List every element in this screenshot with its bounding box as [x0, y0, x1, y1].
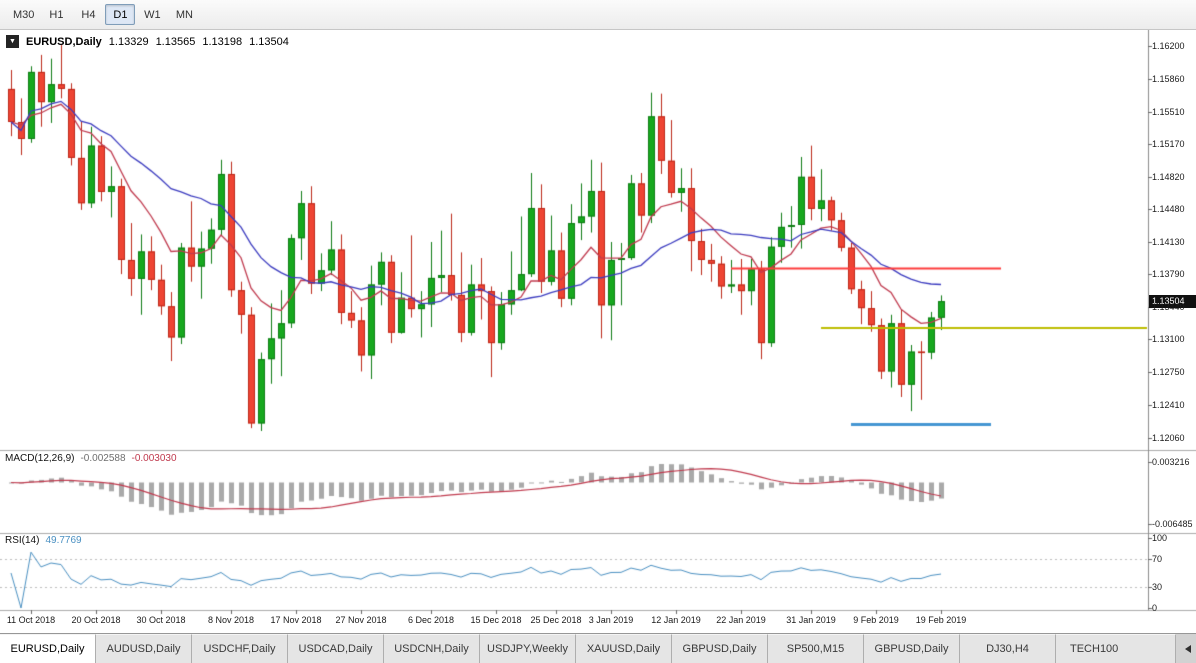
- chart-open-value: 1.13329: [108, 35, 149, 48]
- tab-usdcnh-daily-4[interactable]: USDCNH,Daily: [384, 634, 480, 663]
- chart-close-value: 1.13504: [249, 35, 289, 48]
- tab-gbpusd-daily-9[interactable]: GBPUSD,Daily: [864, 634, 960, 663]
- tab-audusd-daily-1[interactable]: AUDUSD,Daily: [96, 634, 192, 663]
- tab-eurusd-daily-0[interactable]: EURUSD,Daily: [0, 634, 96, 663]
- symbol-dropdown-button[interactable]: ▼: [6, 35, 19, 48]
- tab-usdjpy-weekly-5[interactable]: USDJPY,Weekly: [480, 634, 576, 663]
- chart-title: ▼ EURUSD,Daily 1.13329 1.13565 1.13198 1…: [6, 35, 289, 48]
- timeframe-button-w1[interactable]: W1: [144, 8, 161, 21]
- tab-scroll-left-button[interactable]: [1176, 634, 1196, 663]
- timeframe-button-h1[interactable]: H1: [49, 8, 64, 21]
- timeframe-button-mn[interactable]: MN: [175, 8, 193, 21]
- chart-low-value: 1.13198: [202, 35, 243, 48]
- price-chart-canvas[interactable]: [0, 30, 1196, 633]
- chart-symbol-label: EURUSD,Daily: [26, 35, 102, 48]
- tab-dj30-h4-10[interactable]: DJ30,H4: [960, 634, 1056, 663]
- chart-tab-bar: EURUSD,Daily AUDUSD,Daily USDCHF,Daily USDC…: [0, 633, 1196, 663]
- tab-usdcad-daily-3[interactable]: USDCAD,Daily: [288, 634, 384, 663]
- chart-area[interactable]: ▼ EURUSD,Daily 1.13329 1.13565 1.13198 1…: [0, 30, 1196, 633]
- timeframe-button-h4[interactable]: H4: [81, 8, 96, 21]
- chevron-down-icon: ▼: [9, 38, 16, 45]
- tab-tech100-11[interactable]: TECH100: [1056, 634, 1176, 663]
- chart-high-value: 1.13565: [155, 35, 196, 48]
- arrow-left-icon: [1181, 644, 1191, 653]
- tab-usdchf-daily-2[interactable]: USDCHF,Daily: [192, 634, 288, 663]
- timeframe-toolbar: M30 H1 H4 D1 W1 MN: [0, 0, 1196, 30]
- tab-sp500-m15-8[interactable]: SP500,M15: [768, 634, 864, 663]
- tab-xauusd-daily-6[interactable]: XAUUSD,Daily: [576, 634, 672, 663]
- timeframe-button-d1[interactable]: D1: [105, 4, 136, 25]
- tab-gbpusd-daily-7[interactable]: GBPUSD,Daily: [672, 634, 768, 663]
- timeframe-button-m30[interactable]: M30: [13, 8, 35, 21]
